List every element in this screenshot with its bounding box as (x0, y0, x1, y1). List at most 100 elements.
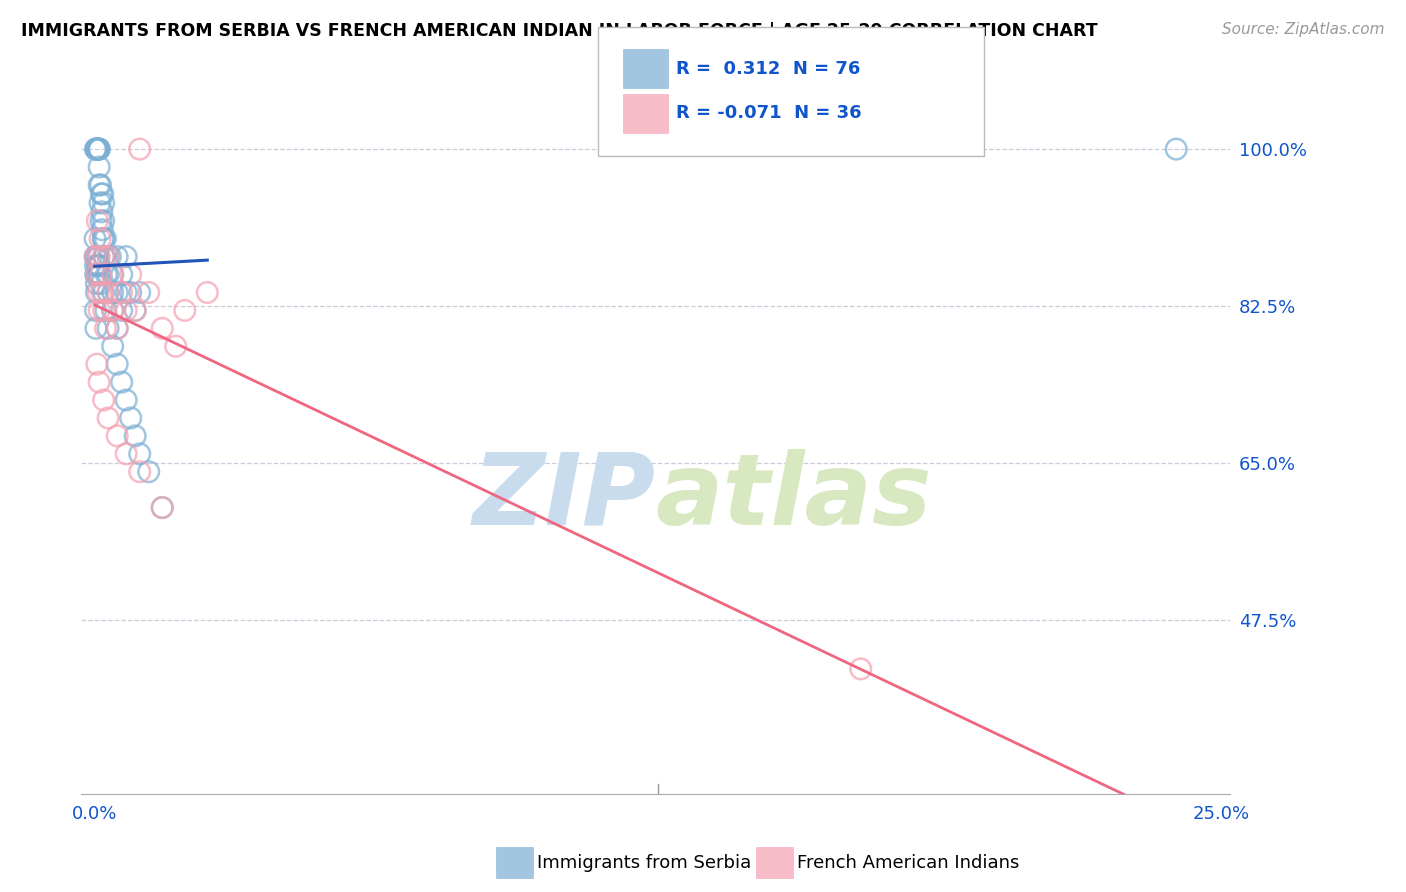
Point (84, 321, 107, 335)
Point (97, 285, 120, 300)
Point (138, 465, 160, 479)
Point (1166, 142, 1188, 156)
Text: R = -0.071  N = 36: R = -0.071 N = 36 (676, 104, 862, 122)
Point (93, 250, 115, 264)
Point (165, 339, 187, 353)
Point (91, 223, 114, 237)
Point (115, 447, 138, 461)
Point (94, 232, 117, 246)
Point (89, 160, 111, 174)
Point (91, 232, 114, 246)
Point (86, 214, 108, 228)
Point (101, 303, 124, 318)
Point (90, 186, 112, 201)
Point (120, 285, 142, 300)
Point (84, 268, 107, 282)
Point (195, 285, 218, 300)
Point (124, 429, 146, 443)
Point (89, 178, 111, 192)
Point (87, 142, 110, 156)
Point (84, 268, 107, 282)
Point (89, 303, 111, 318)
Text: IMMIGRANTS FROM SERBIA VS FRENCH AMERICAN INDIAN IN LABOR FORCE | AGE 25-29 CORR: IMMIGRANTS FROM SERBIA VS FRENCH AMERICA… (21, 22, 1098, 40)
Point (86, 259, 108, 273)
Point (89, 375, 111, 389)
Point (94, 303, 117, 318)
Point (90, 268, 112, 282)
Point (90, 214, 112, 228)
Point (87, 259, 110, 273)
Point (100, 250, 122, 264)
Point (150, 321, 173, 335)
Point (105, 321, 128, 335)
Point (124, 303, 146, 318)
Point (101, 339, 124, 353)
Text: R =  0.312  N = 76: R = 0.312 N = 76 (676, 60, 860, 78)
Point (101, 268, 124, 282)
Point (96, 268, 118, 282)
Point (86, 277, 108, 291)
Point (87, 285, 110, 300)
Point (86, 357, 108, 371)
Point (84, 259, 107, 273)
Point (86, 142, 108, 156)
Point (115, 250, 138, 264)
Point (84, 232, 107, 246)
Point (84, 250, 107, 264)
Point (84, 250, 107, 264)
Point (105, 357, 128, 371)
Point (111, 303, 134, 318)
Point (111, 285, 134, 300)
Text: French American Indians: French American Indians (797, 854, 1019, 871)
Point (89, 142, 111, 156)
Point (97, 411, 120, 425)
Point (128, 447, 150, 461)
Point (84, 142, 107, 156)
Point (105, 321, 128, 335)
Point (84, 250, 107, 264)
Point (101, 303, 124, 318)
Point (89, 195, 111, 210)
Point (89, 268, 111, 282)
Point (84, 142, 107, 156)
Point (101, 285, 124, 300)
Point (93, 285, 115, 300)
Point (93, 214, 115, 228)
Point (120, 411, 142, 425)
Point (124, 303, 146, 318)
Point (87, 250, 110, 264)
Point (93, 250, 115, 264)
Point (93, 392, 115, 407)
Point (87, 142, 110, 156)
Point (86, 268, 108, 282)
Point (120, 268, 142, 282)
Point (105, 250, 128, 264)
Point (87, 268, 110, 282)
Point (150, 500, 173, 515)
Point (86, 250, 108, 264)
Text: ZIP: ZIP (472, 449, 655, 546)
Point (90, 277, 112, 291)
Point (97, 250, 120, 264)
Point (138, 285, 160, 300)
Point (89, 259, 111, 273)
Point (849, 662, 872, 676)
Point (89, 178, 111, 192)
Point (89, 259, 111, 273)
Point (91, 186, 114, 201)
Point (97, 285, 120, 300)
Point (87, 142, 110, 156)
Point (128, 465, 150, 479)
Point (150, 500, 173, 515)
Text: Immigrants from Serbia: Immigrants from Serbia (537, 854, 751, 871)
Point (111, 268, 134, 282)
Point (105, 429, 128, 443)
Point (90, 204, 112, 219)
Point (93, 232, 115, 246)
Point (89, 232, 111, 246)
Point (115, 392, 138, 407)
Text: Source: ZipAtlas.com: Source: ZipAtlas.com (1222, 22, 1385, 37)
Text: atlas: atlas (655, 449, 932, 546)
Point (128, 285, 150, 300)
Point (111, 375, 134, 389)
